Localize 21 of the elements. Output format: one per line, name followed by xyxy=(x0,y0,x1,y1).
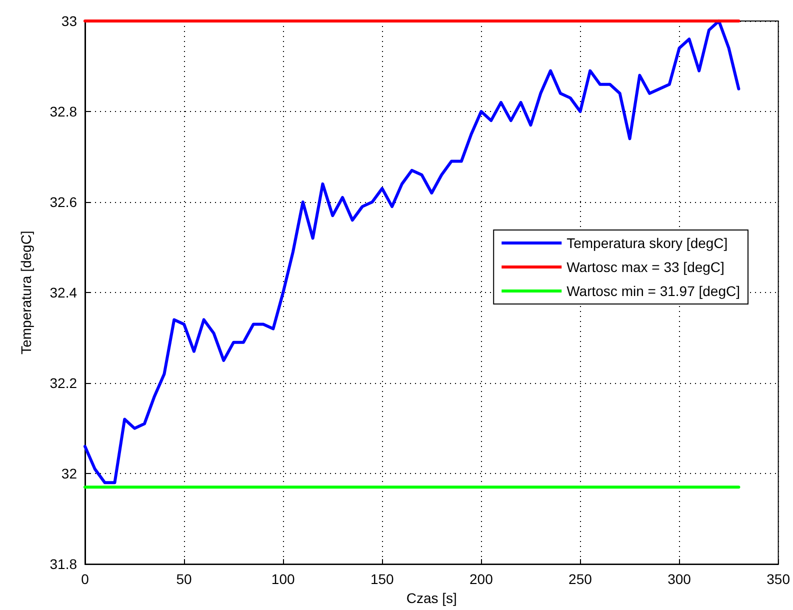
y-tick-label: 32.2 xyxy=(50,375,78,392)
y-tick-label: 32.6 xyxy=(50,194,78,210)
x-tick-label: 200 xyxy=(470,571,494,588)
y-tick-label: 32 xyxy=(61,466,78,482)
x-tick-label: 50 xyxy=(176,571,192,588)
x-tick-label: 100 xyxy=(271,571,295,588)
y-tick-label: 33 xyxy=(61,13,78,29)
y-tick-label: 32.4 xyxy=(50,284,78,301)
legend-label: Temperatura skory [degC] xyxy=(566,235,728,251)
x-tick-label: 0 xyxy=(81,571,90,588)
x-tick-label: 150 xyxy=(370,571,394,588)
x-axis-title: Czas [s] xyxy=(406,590,457,606)
legend-label: Wartosc max = 33 [degC] xyxy=(566,259,724,275)
y-axis-title: Temperatura [degC] xyxy=(18,230,34,354)
line-series xyxy=(84,20,740,484)
x-tick-label: 250 xyxy=(568,571,592,588)
legend-label: Wartosc min = 31.97 [degC] xyxy=(566,283,740,299)
y-tick-label: 32.8 xyxy=(50,104,78,120)
x-tick-label: 350 xyxy=(766,571,790,588)
x-tick-label: 300 xyxy=(668,571,692,588)
y-tick-label: 31.8 xyxy=(50,556,78,572)
